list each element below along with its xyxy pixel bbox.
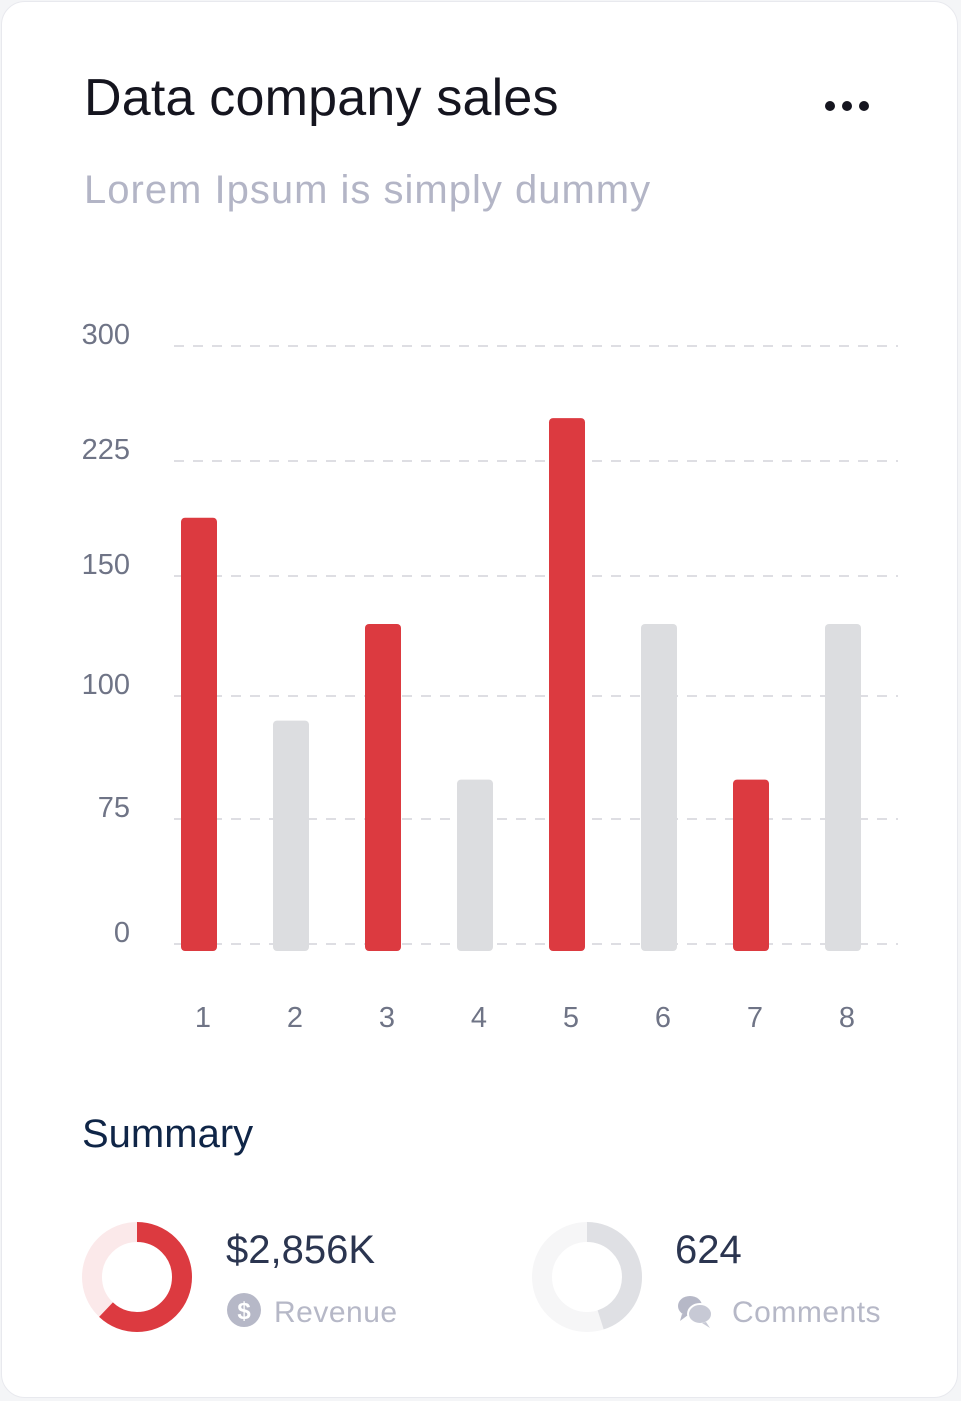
dot: [842, 101, 852, 111]
bar-2: [273, 720, 309, 951]
summary-title: Summary: [82, 1112, 254, 1156]
y-tick-label: 300: [82, 319, 130, 351]
x-tick-label: 5: [563, 1002, 579, 1034]
y-tick-label: 75: [98, 792, 130, 824]
donut-arc: [532, 1222, 642, 1332]
x-tick-label: 6: [655, 1002, 671, 1034]
card-title: Data company sales: [84, 69, 559, 127]
bar-4: [457, 779, 493, 951]
y-tick-label: 225: [82, 434, 130, 466]
bar-3: [365, 624, 401, 951]
comments-value: 624: [675, 1228, 742, 1272]
y-tick-label: 150: [82, 549, 130, 581]
dot: [825, 101, 835, 111]
revenue-label: Revenue: [274, 1296, 398, 1329]
sales-bar-chart: 0 75 100 150 225 300 1 2 3 4 5 6 7 8: [82, 319, 898, 1034]
bar-5: [549, 418, 585, 952]
y-tick-label: 0: [114, 917, 130, 949]
bar-7: [733, 779, 769, 951]
x-tick-label: 8: [839, 1002, 855, 1034]
x-tick-label: 3: [379, 1002, 395, 1034]
comments-label: Comments: [732, 1296, 882, 1329]
card-subtitle: Lorem Ipsum is simply dummy: [84, 168, 652, 212]
svg-text:$: $: [237, 1298, 251, 1325]
x-tick-label: 7: [747, 1002, 763, 1034]
revenue-value: $2,856K: [226, 1228, 376, 1272]
bar-6: [641, 624, 677, 951]
x-tick-label: 1: [195, 1002, 211, 1034]
comments-donut: [532, 1222, 642, 1332]
revenue-donut: [82, 1222, 192, 1332]
bar-1: [181, 517, 217, 951]
x-tick-label: 2: [287, 1002, 303, 1034]
comments-icon: [678, 1296, 713, 1328]
dot: [859, 101, 869, 111]
y-tick-label: 100: [82, 669, 130, 701]
donut-arc: [82, 1222, 192, 1332]
more-options-icon[interactable]: [814, 88, 880, 124]
dollar-icon: $: [227, 1293, 261, 1327]
bar-8: [825, 624, 861, 951]
x-tick-label: 4: [471, 1002, 487, 1034]
